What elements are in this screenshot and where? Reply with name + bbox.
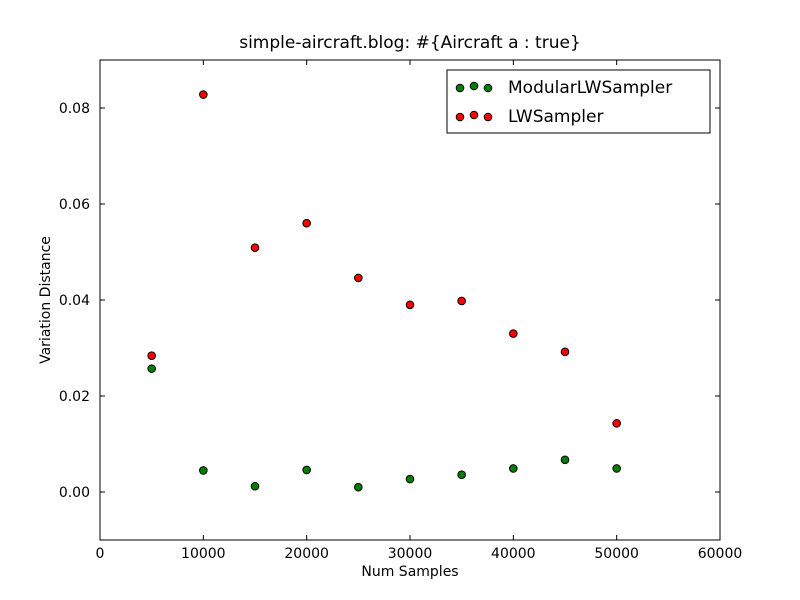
- data-point: [302, 218, 311, 228]
- x-tick-label: 0: [96, 546, 105, 562]
- x-axis-label: Num Samples: [361, 564, 458, 580]
- y-tick-label: 0.06: [59, 197, 90, 213]
- y-axis-label: Variation Distance: [38, 236, 54, 364]
- data-point: [199, 90, 208, 99]
- y-tick-label: 0.02: [59, 389, 90, 405]
- legend-marker: [469, 81, 479, 91]
- legend-marker: [455, 112, 465, 122]
- data-point: [199, 466, 208, 475]
- y-tick-label: 0.00: [59, 485, 90, 501]
- y-tick-label: 0.04: [59, 293, 90, 309]
- legend-box: [446, 69, 711, 134]
- legend: ModularLWSampler LWSampler: [446, 69, 711, 134]
- data-point: [147, 364, 156, 373]
- legend-marker: [455, 83, 465, 93]
- x-tick-label: 10000: [181, 546, 226, 562]
- data-point: [509, 464, 518, 473]
- x-tick-label: 30000: [388, 546, 433, 562]
- data-point: [405, 474, 415, 484]
- x-tick-label: 50000: [594, 546, 639, 562]
- data-point: [457, 296, 466, 306]
- data-point: [612, 419, 621, 428]
- data-point: [509, 329, 518, 338]
- legend-label: LWSampler: [508, 107, 603, 127]
- data-point: [405, 300, 415, 310]
- x-tick-label: 20000: [284, 546, 329, 562]
- legend-marker: [483, 112, 493, 122]
- data-point: [612, 464, 621, 473]
- data-point: [147, 351, 156, 360]
- data-point: [302, 465, 311, 475]
- legend-label: ModularLWSampler: [508, 78, 672, 98]
- data-point: [560, 347, 570, 357]
- plot-area: [99, 59, 721, 541]
- data-point: [250, 243, 260, 252]
- data-point: [560, 455, 570, 465]
- data-points: [147, 90, 621, 492]
- data-point: [354, 482, 363, 492]
- y-tick-label: 0.08: [59, 101, 90, 117]
- chart-title: simple-aircraft.blog: #{Aircraft a : tru…: [239, 33, 581, 53]
- data-point: [457, 470, 466, 480]
- data-point: [250, 481, 260, 491]
- axis-ticks: 0 10000 20000 30000 40000 50000 60000 0.00 0.02 0…: [59, 60, 742, 562]
- legend-marker: [483, 83, 493, 93]
- legend-marker: [469, 110, 479, 120]
- data-point: [354, 273, 363, 283]
- x-tick-label: 60000: [698, 546, 743, 562]
- x-tick-label: 40000: [491, 546, 536, 562]
